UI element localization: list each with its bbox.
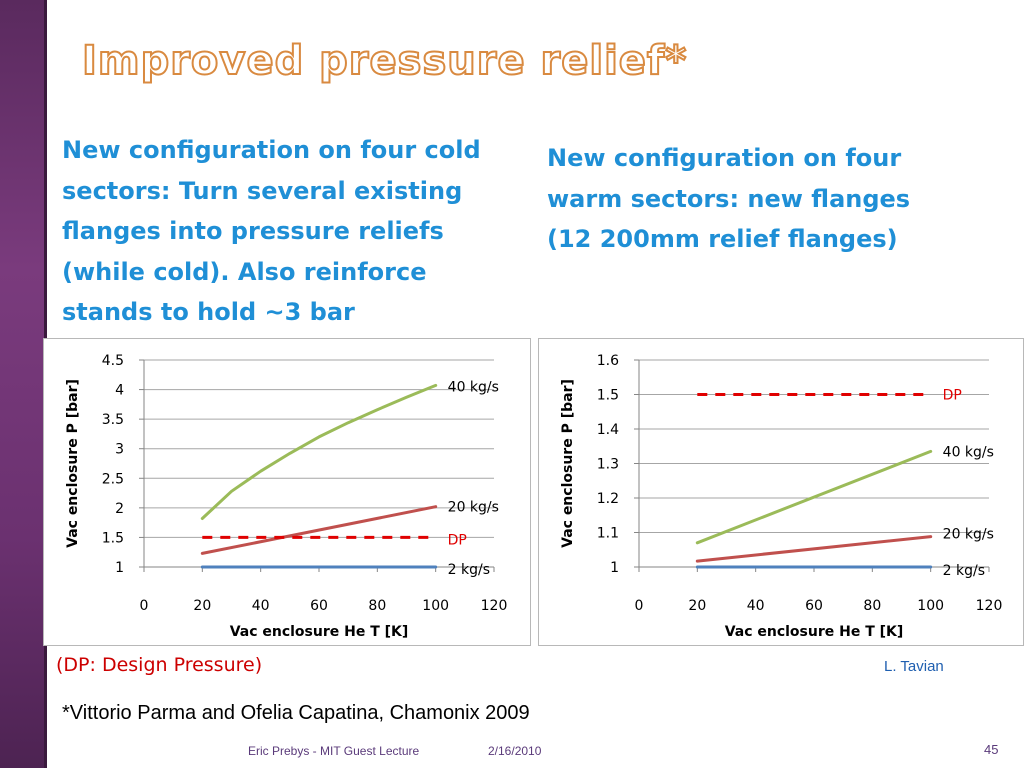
author-credit: L. Tavian [884, 658, 944, 675]
footer-text: Eric Prebys - MIT Guest Lecture [248, 744, 420, 758]
x-tick-label: 0 [140, 598, 149, 614]
citation: *Vittorio Parma and Ofelia Capatina, Cha… [62, 702, 530, 724]
y-tick-label: 1.4 [597, 422, 619, 438]
series-label-40-kg-s: 40 kg/s [448, 379, 499, 395]
y-axis-label: Vac enclosure P [bar] [65, 379, 81, 548]
series-label-20-kg-s: 20 kg/s [943, 527, 994, 543]
cold-sectors-chart: 1 1.5 2 2.5 3 3.5 4 4.5 0 20 40 60 80 100 120 Vac enclo… [43, 338, 531, 646]
x-tick-label: 0 [635, 598, 644, 614]
y-tick-label: 1 [115, 560, 124, 576]
x-tick-label: 80 [368, 598, 386, 614]
chart-svg-2: 1 1.1 1.2 1.3 1.4 1.5 1.6 0 20 40 60 80 100 120 Vac en… [560, 353, 1003, 640]
x-tick-label: 120 [976, 598, 1003, 614]
x-tick-label: 20 [688, 598, 706, 614]
y-tick-label: 1.2 [597, 491, 619, 507]
chart-svg-1: 1 1.5 2 2.5 3 3.5 4 4.5 0 20 40 60 80 100 120 Vac enclo… [65, 353, 508, 640]
dp-note: (DP: Design Pressure) [56, 654, 263, 676]
y-tick-label: 3 [115, 442, 124, 458]
series-line-40-kg-s [695, 449, 933, 545]
series-line-20-kg-s [695, 535, 933, 563]
x-tick-label: 20 [193, 598, 211, 614]
page-number: 45 [984, 742, 999, 757]
series-line-20-kg-s [200, 505, 438, 555]
x-tick-label: 40 [747, 598, 765, 614]
y-tick-label: 1.1 [597, 526, 619, 542]
y-tick-label: 1.6 [597, 353, 619, 369]
series-label-dp: DP [448, 532, 467, 548]
y-tick-label: 1.5 [102, 530, 124, 546]
y-tick-label: 4.5 [102, 353, 124, 369]
y-tick-label: 2 [115, 501, 124, 517]
y-tick-label: 1 [610, 560, 619, 576]
x-tick-label: 40 [252, 598, 270, 614]
x-tick-label: 100 [422, 598, 449, 614]
y-tick-label: 1.5 [597, 388, 619, 404]
series-label-dp: DP [943, 388, 962, 404]
warm-sectors-text: New configuration on four warm sectors: … [547, 144, 911, 253]
x-tick-label: 120 [481, 598, 508, 614]
y-tick-label: 1.3 [597, 457, 619, 473]
y-tick-label: 4 [115, 383, 124, 399]
y-tick-label: 2.5 [102, 471, 124, 487]
series-label-2-kg-s: 2 kg/s [943, 563, 985, 579]
sidebar-decoration [0, 0, 44, 768]
series-label-40-kg-s: 40 kg/s [943, 444, 994, 460]
y-tick-label: 3.5 [102, 412, 124, 428]
x-axis-label: Vac enclosure He T [K] [230, 624, 409, 640]
x-tick-label: 80 [863, 598, 881, 614]
series-label-20-kg-s: 20 kg/s [448, 500, 499, 516]
footer-date: 2/16/2010 [488, 744, 542, 758]
series-label-2-kg-s: 2 kg/s [448, 562, 490, 578]
cold-sectors-text: New configuration on four cold sectors: … [62, 136, 481, 326]
y-axis-label: Vac enclosure P [bar] [560, 379, 576, 548]
x-axis-label: Vac enclosure He T [K] [725, 624, 904, 640]
warm-sectors-chart: 1 1.1 1.2 1.3 1.4 1.5 1.6 0 20 40 60 80 100 120 Vac en… [538, 338, 1024, 646]
x-tick-label: 100 [917, 598, 944, 614]
x-tick-label: 60 [805, 598, 823, 614]
x-tick-label: 60 [310, 598, 328, 614]
slide-title: Improved pressure relief* [81, 37, 688, 85]
series-line-40-kg-s [200, 383, 438, 520]
